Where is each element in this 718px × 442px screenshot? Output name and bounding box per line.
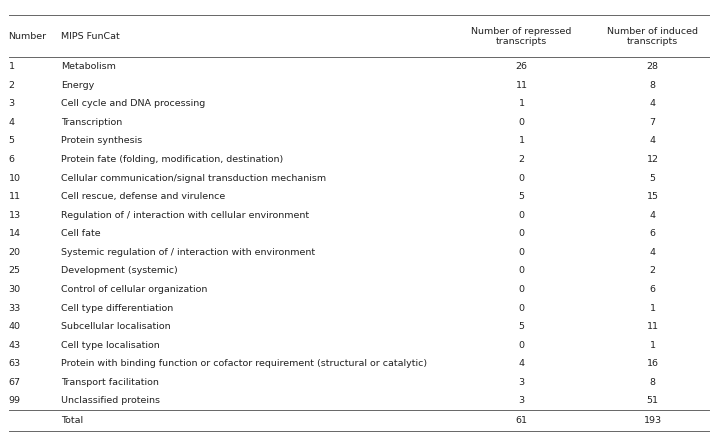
Text: 4: 4 (650, 211, 656, 220)
Text: MIPS FunCat: MIPS FunCat (61, 32, 120, 41)
Text: 1: 1 (518, 99, 525, 108)
Text: 5: 5 (9, 137, 14, 145)
Text: Protein with binding function or cofactor requirement (structural or catalytic): Protein with binding function or cofacto… (61, 359, 427, 368)
Text: 0: 0 (518, 211, 525, 220)
Text: 0: 0 (518, 174, 525, 183)
Text: 7: 7 (650, 118, 656, 127)
Text: 15: 15 (647, 192, 658, 201)
Text: Metabolism: Metabolism (61, 62, 116, 71)
Text: 6: 6 (650, 285, 656, 294)
Text: 63: 63 (9, 359, 21, 368)
Text: 67: 67 (9, 378, 21, 387)
Text: 61: 61 (516, 416, 528, 425)
Text: Subcellular localisation: Subcellular localisation (61, 322, 171, 331)
Text: Number of repressed
transcripts: Number of repressed transcripts (472, 27, 572, 46)
Text: Development (systemic): Development (systemic) (61, 267, 178, 275)
Text: Cell fate: Cell fate (61, 229, 101, 238)
Text: 6: 6 (650, 229, 656, 238)
Text: 1: 1 (650, 304, 656, 312)
Text: 1: 1 (518, 137, 525, 145)
Text: 12: 12 (647, 155, 658, 164)
Text: Transcription: Transcription (61, 118, 122, 127)
Text: 33: 33 (9, 304, 21, 312)
Text: 3: 3 (518, 396, 525, 405)
Text: Energy: Energy (61, 81, 94, 90)
Text: 20: 20 (9, 248, 21, 257)
Text: 4: 4 (650, 248, 656, 257)
Text: Systemic regulation of / interaction with environment: Systemic regulation of / interaction wit… (61, 248, 315, 257)
Text: 0: 0 (518, 304, 525, 312)
Text: 0: 0 (518, 118, 525, 127)
Text: 0: 0 (518, 285, 525, 294)
Text: 11: 11 (647, 322, 658, 331)
Text: 26: 26 (516, 62, 528, 71)
Text: 2: 2 (518, 155, 525, 164)
Text: 43: 43 (9, 341, 21, 350)
Text: 1: 1 (9, 62, 14, 71)
Text: 3: 3 (9, 99, 15, 108)
Text: 0: 0 (518, 248, 525, 257)
Text: Number: Number (9, 32, 47, 41)
Text: 8: 8 (650, 378, 656, 387)
Text: 2: 2 (9, 81, 14, 90)
Text: 5: 5 (518, 322, 525, 331)
Text: 0: 0 (518, 341, 525, 350)
Text: Total: Total (61, 416, 83, 425)
Text: 3: 3 (518, 378, 525, 387)
Text: 4: 4 (650, 99, 656, 108)
Text: Unclassified proteins: Unclassified proteins (61, 396, 160, 405)
Text: Cell type differentiation: Cell type differentiation (61, 304, 173, 312)
Text: Cell rescue, defense and virulence: Cell rescue, defense and virulence (61, 192, 225, 201)
Text: Protein synthesis: Protein synthesis (61, 137, 142, 145)
Text: 28: 28 (647, 62, 658, 71)
Text: Control of cellular organization: Control of cellular organization (61, 285, 208, 294)
Text: 8: 8 (650, 81, 656, 90)
Text: 2: 2 (650, 267, 656, 275)
Text: Cell cycle and DNA processing: Cell cycle and DNA processing (61, 99, 205, 108)
Text: 5: 5 (518, 192, 525, 201)
Text: 25: 25 (9, 267, 21, 275)
Text: 4: 4 (650, 137, 656, 145)
Text: 6: 6 (9, 155, 14, 164)
Text: 1: 1 (650, 341, 656, 350)
Text: 4: 4 (518, 359, 525, 368)
Text: 16: 16 (647, 359, 658, 368)
Text: Number of induced
transcripts: Number of induced transcripts (607, 27, 698, 46)
Text: Transport facilitation: Transport facilitation (61, 378, 159, 387)
Text: 14: 14 (9, 229, 21, 238)
Text: 0: 0 (518, 267, 525, 275)
Text: Cell type localisation: Cell type localisation (61, 341, 160, 350)
Text: Cellular communication/signal transduction mechanism: Cellular communication/signal transducti… (61, 174, 326, 183)
Text: 99: 99 (9, 396, 21, 405)
Text: 4: 4 (9, 118, 14, 127)
Text: Protein fate (folding, modification, destination): Protein fate (folding, modification, des… (61, 155, 284, 164)
Text: 10: 10 (9, 174, 21, 183)
Text: 11: 11 (9, 192, 21, 201)
Text: 5: 5 (650, 174, 656, 183)
Text: 30: 30 (9, 285, 21, 294)
Text: 193: 193 (643, 416, 662, 425)
Text: 11: 11 (516, 81, 528, 90)
Text: 51: 51 (647, 396, 658, 405)
Text: 0: 0 (518, 229, 525, 238)
Text: 13: 13 (9, 211, 21, 220)
Text: 40: 40 (9, 322, 21, 331)
Text: Regulation of / interaction with cellular environment: Regulation of / interaction with cellula… (61, 211, 309, 220)
